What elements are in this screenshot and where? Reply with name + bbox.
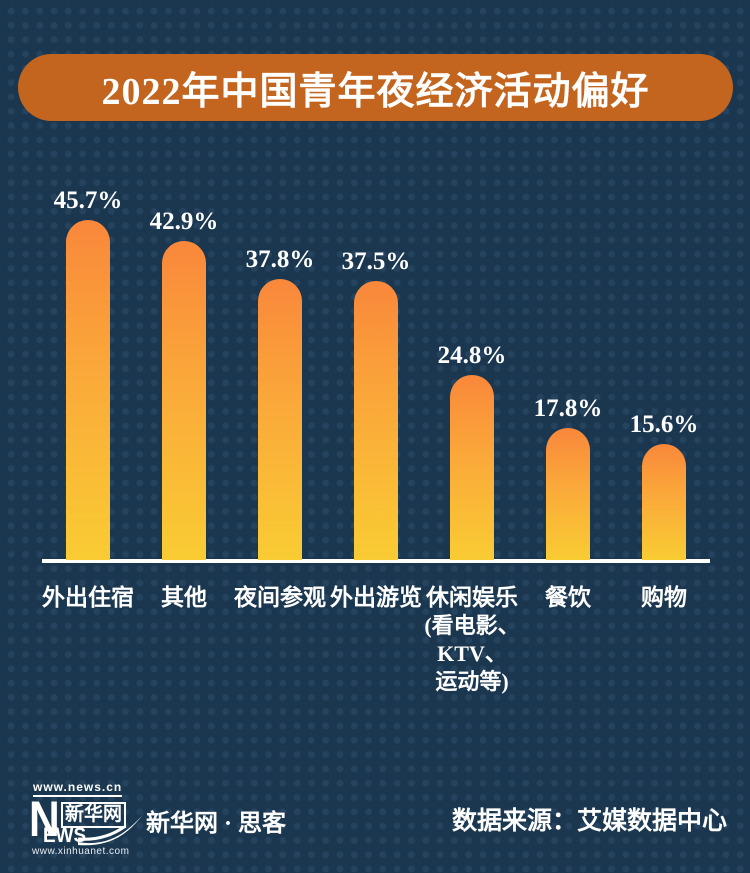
category-label-text: 购物 (641, 585, 687, 610)
category-label: 购物 (589, 584, 739, 612)
logo-swoosh-icon (77, 813, 144, 846)
category-label: 外出住宿 (13, 584, 163, 612)
logo-brand-cn: 新华网 (61, 802, 127, 828)
category-label: 夜间参观 (205, 584, 355, 612)
category-label: 其他 (109, 584, 259, 612)
category-label-text: 其他 (161, 585, 207, 610)
category-label-text: 外出住宿 (42, 585, 134, 610)
site-label: 新华网 · 思客 (146, 811, 287, 837)
category-label-text: 休闲娱乐 (426, 585, 518, 610)
data-source-label: 数据来源：艾媒数据中心 (451, 808, 727, 835)
bar-value-label: 24.8% (437, 342, 507, 369)
bar-value-label: 45.7% (53, 187, 123, 214)
category-sublabel-line: 运动等) (435, 669, 509, 694)
category-label-text: 夜间参观 (234, 585, 326, 610)
category-label: 休闲娱乐 (看电影、 KTV、运动等) (397, 584, 547, 696)
category-label-text: 餐饮 (545, 585, 591, 610)
bar (546, 428, 590, 560)
bar-value-label: 37.5% (341, 248, 411, 275)
axis-baseline (42, 559, 710, 563)
category-label: 餐饮 (493, 584, 643, 612)
footer: www.news.cn N 新华网 EWS www.xinhuanet.com … (0, 770, 750, 873)
category-sublabel-line: (看电影、 (424, 613, 520, 638)
bar-value-label: 17.8% (533, 395, 603, 422)
bar (354, 281, 398, 560)
bar-value-label: 42.9% (149, 208, 219, 235)
bar (162, 241, 206, 560)
logo-url-bottom: www.xinhuanet.com (32, 846, 130, 857)
bar (450, 375, 494, 560)
category-label: 外出游览 (301, 584, 451, 612)
page-title: 2022年中国青年夜经济活动偏好 (101, 71, 650, 113)
logo-letter-n: N (29, 791, 60, 847)
logo-letters-ews: EWS (43, 824, 87, 847)
title-banner: 2022年中国青年夜经济活动偏好 (18, 54, 733, 121)
category-sublabel-line: KTV、 (437, 641, 507, 666)
xinhuanet-logo: www.news.cn N 新华网 EWS www.xinhuanet.com (28, 778, 144, 863)
category-label-text: 外出游览 (330, 585, 422, 610)
bar-value-label: 15.6% (629, 411, 699, 438)
bar (642, 444, 686, 560)
bar (66, 220, 110, 560)
bar (258, 279, 302, 560)
bar-value-label: 37.8% (245, 246, 315, 273)
logo-url-top: www.news.cn (33, 780, 123, 797)
